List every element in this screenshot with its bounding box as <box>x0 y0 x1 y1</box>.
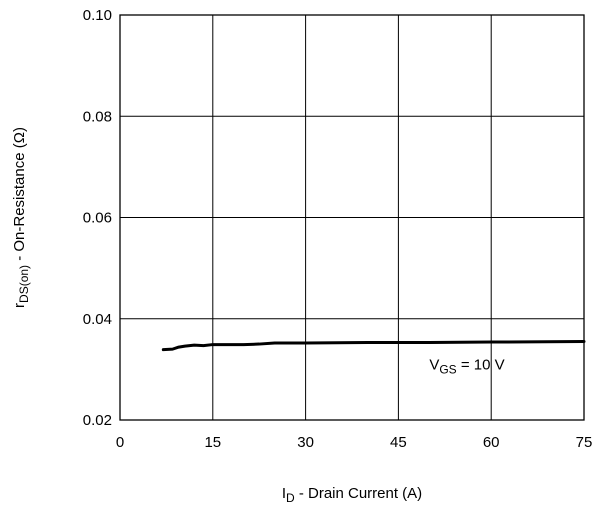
x-axis-label-subscript: D <box>286 491 295 505</box>
x-tick-labels: 0 15 30 45 60 75 <box>116 434 593 451</box>
x-tick-label: 15 <box>204 434 221 451</box>
y-tick-label: 0.04 <box>83 311 112 328</box>
plot-frame <box>119 14 585 421</box>
series-line-vgs-10v <box>161 340 586 352</box>
x-tick-label: 45 <box>390 434 407 451</box>
annotation-rest: = 10 V <box>457 356 505 373</box>
y-axis-label-rest: - On-Resistance (Ω) <box>11 127 28 265</box>
y-tick-labels: 0.02 0.04 0.06 0.08 0.10 <box>83 7 112 429</box>
annotation-subscript: GS <box>439 362 456 376</box>
x-axis-label-main: I <box>282 485 286 502</box>
x-tick-label: 30 <box>297 434 314 451</box>
y-tick-label: 0.06 <box>83 210 112 227</box>
annotation-main: V <box>429 356 439 373</box>
x-axis-label: ID - Drain Current (A) <box>282 485 422 505</box>
y-tick-label: 0.08 <box>83 108 112 125</box>
x-axis-label-rest: - Drain Current (A) <box>295 485 423 502</box>
x-tick-label: 0 <box>116 434 124 451</box>
series-annotation: VGS = 10 V <box>429 356 504 376</box>
y-axis-label: rDS(on) - On-Resistance (Ω) <box>11 127 31 308</box>
x-tick-label: 75 <box>576 434 593 451</box>
y-axis-label-subscript: DS(on) <box>17 265 31 303</box>
y-tick-label: 0.10 <box>83 7 112 24</box>
grid-lines <box>119 14 585 421</box>
y-tick-label: 0.02 <box>83 412 112 429</box>
y-axis-label-main: r <box>11 303 28 308</box>
x-tick-label: 60 <box>483 434 500 451</box>
